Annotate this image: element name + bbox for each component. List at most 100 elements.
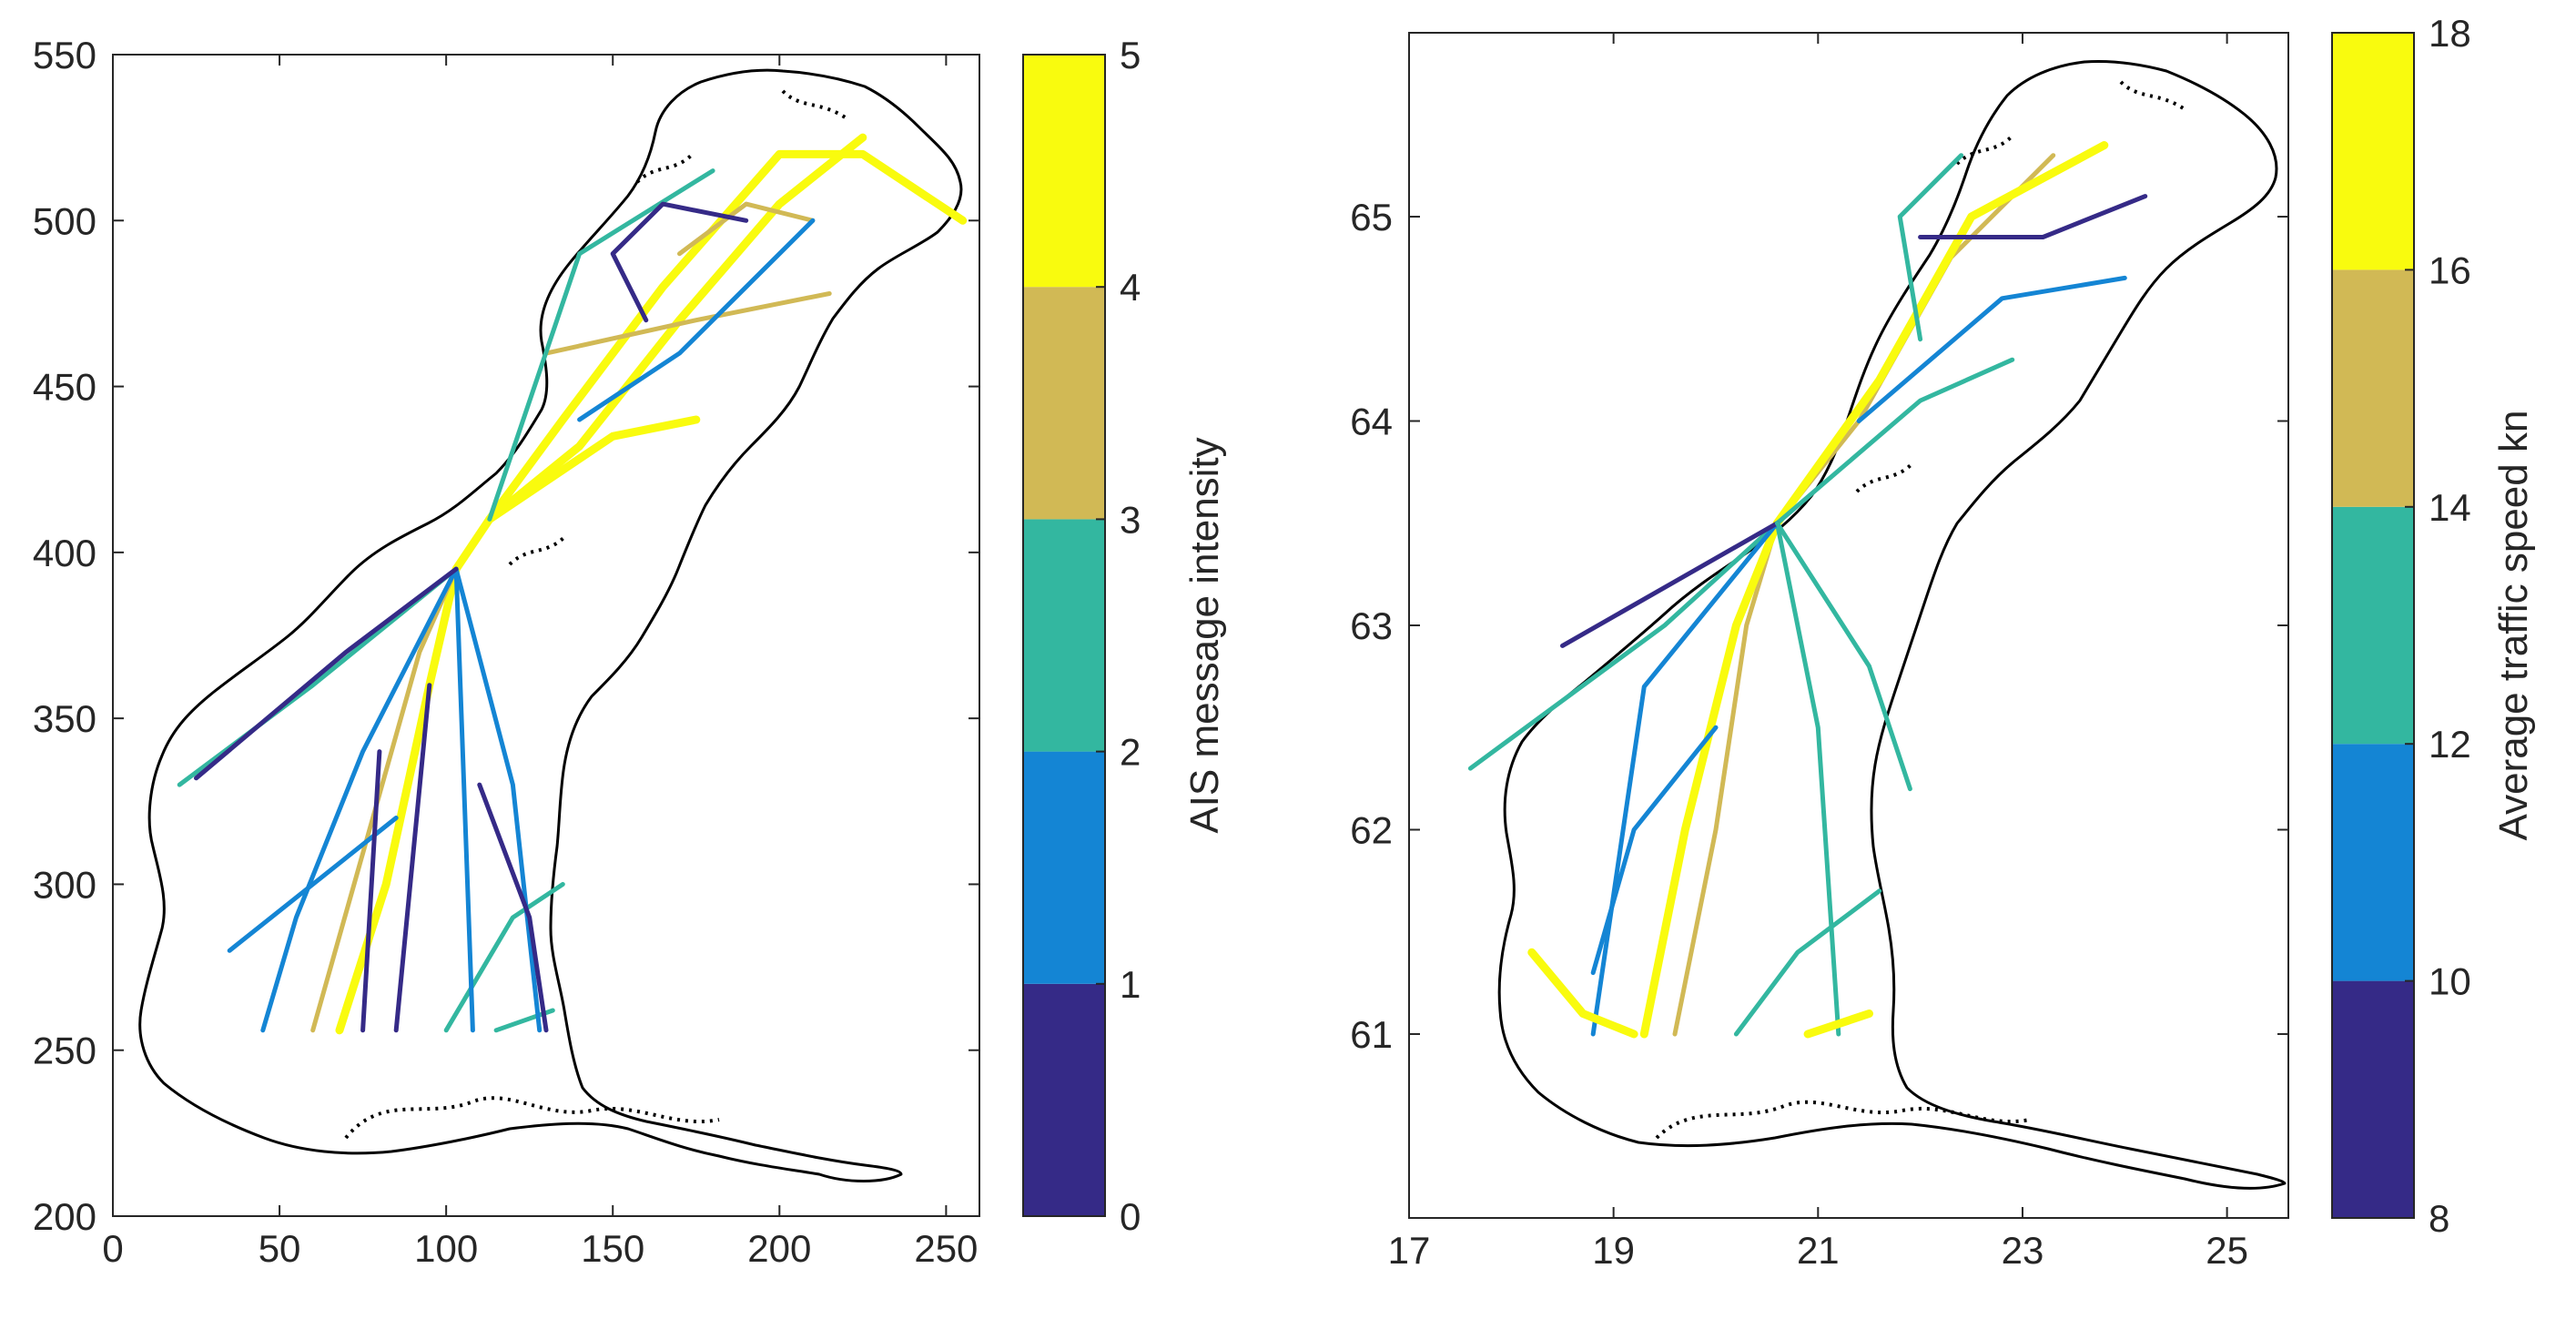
speed-xtick-label: 25 — [2206, 1229, 2248, 1272]
speed-xtick-label: 17 — [1388, 1229, 1431, 1272]
speed-colorbar-tick-label: 10 — [2429, 960, 2471, 1003]
speed-route-11 — [1560, 521, 1780, 648]
intensity-colorbar-tick-label: 2 — [1120, 731, 1141, 774]
speed-map-coastline-detail — [1655, 80, 2186, 1140]
speed-colorbar-frame — [2331, 32, 2415, 1219]
speed-colorbar: 8 10 12 14 16 18 Average traffic speed kn — [2331, 12, 2536, 1240]
speed-route-1 — [1639, 519, 1781, 1039]
intensity-xtick-label: 100 — [414, 1227, 478, 1270]
intensity-route-11 — [453, 566, 543, 1033]
intensity-colorbar-tick-label: 1 — [1120, 963, 1141, 1006]
speed-ytick-label: 65 — [1350, 196, 1393, 238]
intensity-colorbar: 0 1 2 3 4 5 AIS message intensity — [1022, 34, 1227, 1238]
speed-route-2 — [1772, 141, 2109, 528]
speed-route-7 — [1856, 275, 2127, 423]
speed-colorbar-tick-label: 12 — [2429, 723, 2471, 766]
speed-colorbar-bin-2 — [2332, 506, 2414, 745]
speed-map-ticks: 17 19 21 23 25 61 62 63 64 65 — [1350, 33, 2288, 1272]
speed-route-8 — [1733, 888, 1882, 1037]
intensity-route-4 — [543, 291, 832, 356]
speed-ytick-label: 64 — [1350, 401, 1393, 443]
intensity-ytick-label: 450 — [33, 366, 96, 409]
intensity-route-8 — [443, 881, 565, 1033]
intensity-xtick-label: 0 — [102, 1227, 123, 1270]
intensity-map-ticks: 0 50 100 150 200 250 200 250 300 350 400 450 500 550 — [33, 34, 979, 1270]
intensity-route-2 — [485, 415, 701, 523]
speed-route-5 — [1774, 357, 2015, 526]
speed-xtick-label: 19 — [1592, 1229, 1635, 1272]
intensity-colorbar-frame — [1022, 54, 1106, 1217]
intensity-xtick-label: 150 — [581, 1227, 644, 1270]
speed-colorbar-ticks: 8 10 12 14 16 18 — [2405, 12, 2471, 1240]
intensity-map-panel: 0 50 100 150 200 250 200 250 300 350 400 450 500 550 — [33, 34, 980, 1270]
intensity-route-5 — [677, 201, 816, 257]
intensity-colorbar-tick-label: 0 — [1120, 1195, 1141, 1238]
intensity-route-12 — [577, 218, 816, 422]
intensity-ytick-label: 400 — [33, 532, 96, 574]
intensity-ytick-label: 500 — [33, 199, 96, 242]
speed-map-coastline — [1497, 60, 2287, 1190]
intensity-colorbar-bin-1 — [1023, 751, 1105, 984]
intensity-ytick-label: 550 — [33, 34, 96, 76]
speed-route-12 — [1918, 194, 2148, 239]
intensity-ytick-label: 350 — [33, 697, 96, 740]
intensity-colorbar-bin-0 — [1023, 983, 1105, 1216]
intensity-route-13 — [227, 816, 399, 953]
intensity-colorbar-ticks: 0 1 2 3 4 5 — [1096, 34, 1141, 1238]
intensity-route-17 — [610, 201, 749, 323]
speed-xtick-label: 23 — [2002, 1229, 2044, 1272]
speed-route-13 — [1897, 153, 1964, 342]
speed-ytick-label: 62 — [1350, 808, 1393, 851]
speed-xtick-label: 21 — [1797, 1229, 1840, 1272]
intensity-xtick-label: 250 — [914, 1227, 978, 1270]
speed-colorbar-bin-0 — [2332, 980, 2414, 1218]
speed-route-9 — [1803, 1010, 1873, 1039]
intensity-route-3 — [310, 566, 459, 1033]
speed-route-3 — [1467, 521, 1780, 771]
intensity-route-19 — [477, 782, 549, 1033]
intensity-map-axes-box — [112, 54, 980, 1217]
speed-colorbar-tick-label: 8 — [2429, 1197, 2449, 1240]
intensity-map-coastline-detail — [344, 89, 848, 1140]
intensity-route-16 — [194, 566, 459, 781]
intensity-ytick-label: 250 — [33, 1030, 96, 1072]
intensity-xtick-label: 200 — [747, 1227, 811, 1270]
intensity-colorbar-tick-label: 3 — [1120, 498, 1141, 541]
speed-ytick-label: 61 — [1350, 1013, 1393, 1056]
speed-colorbar-label: Average traffic speed kn — [2491, 411, 2536, 841]
speed-colorbar-bins — [2332, 33, 2414, 1218]
speed-colorbar-tick-label: 18 — [2429, 12, 2471, 55]
speed-map-panel: 17 19 21 23 25 61 62 63 64 65 — [1350, 32, 2289, 1272]
speed-route-14 — [1590, 725, 1719, 976]
intensity-colorbar-bin-2 — [1023, 519, 1105, 752]
speed-colorbar-bin-4 — [2332, 33, 2414, 270]
speed-route-15 — [1774, 521, 1912, 792]
intensity-route-18 — [360, 749, 382, 1033]
speed-route-4 — [1774, 521, 1841, 1037]
intensity-ytick-label: 200 — [33, 1195, 96, 1238]
intensity-colorbar-bin-4 — [1023, 55, 1105, 288]
intensity-map-routes — [177, 133, 968, 1035]
intensity-colorbar-bins — [1023, 55, 1105, 1216]
intensity-route-14 — [453, 566, 475, 1033]
speed-ytick-label: 63 — [1350, 604, 1393, 647]
speed-map-routes — [1467, 141, 2148, 1039]
speed-colorbar-bin-1 — [2332, 744, 2414, 981]
speed-colorbar-tick-label: 16 — [2429, 249, 2471, 291]
intensity-xtick-label: 50 — [259, 1227, 301, 1270]
speed-colorbar-tick-label: 14 — [2429, 486, 2471, 529]
speed-route-10 — [1527, 948, 1638, 1039]
speed-colorbar-bin-3 — [2332, 269, 2414, 507]
intensity-colorbar-tick-label: 4 — [1120, 266, 1141, 309]
intensity-ytick-label: 300 — [33, 863, 96, 906]
intensity-colorbar-tick-label: 5 — [1120, 34, 1141, 76]
intensity-route-15 — [393, 683, 432, 1033]
intensity-map-coastline — [138, 68, 963, 1182]
speed-map-plot-area — [1409, 33, 2288, 1218]
intensity-route-10 — [260, 566, 459, 1033]
intensity-colorbar-bin-3 — [1023, 287, 1105, 520]
intensity-map-plot-area — [113, 55, 979, 1216]
intensity-colorbar-label: AIS message intensity — [1182, 437, 1227, 833]
